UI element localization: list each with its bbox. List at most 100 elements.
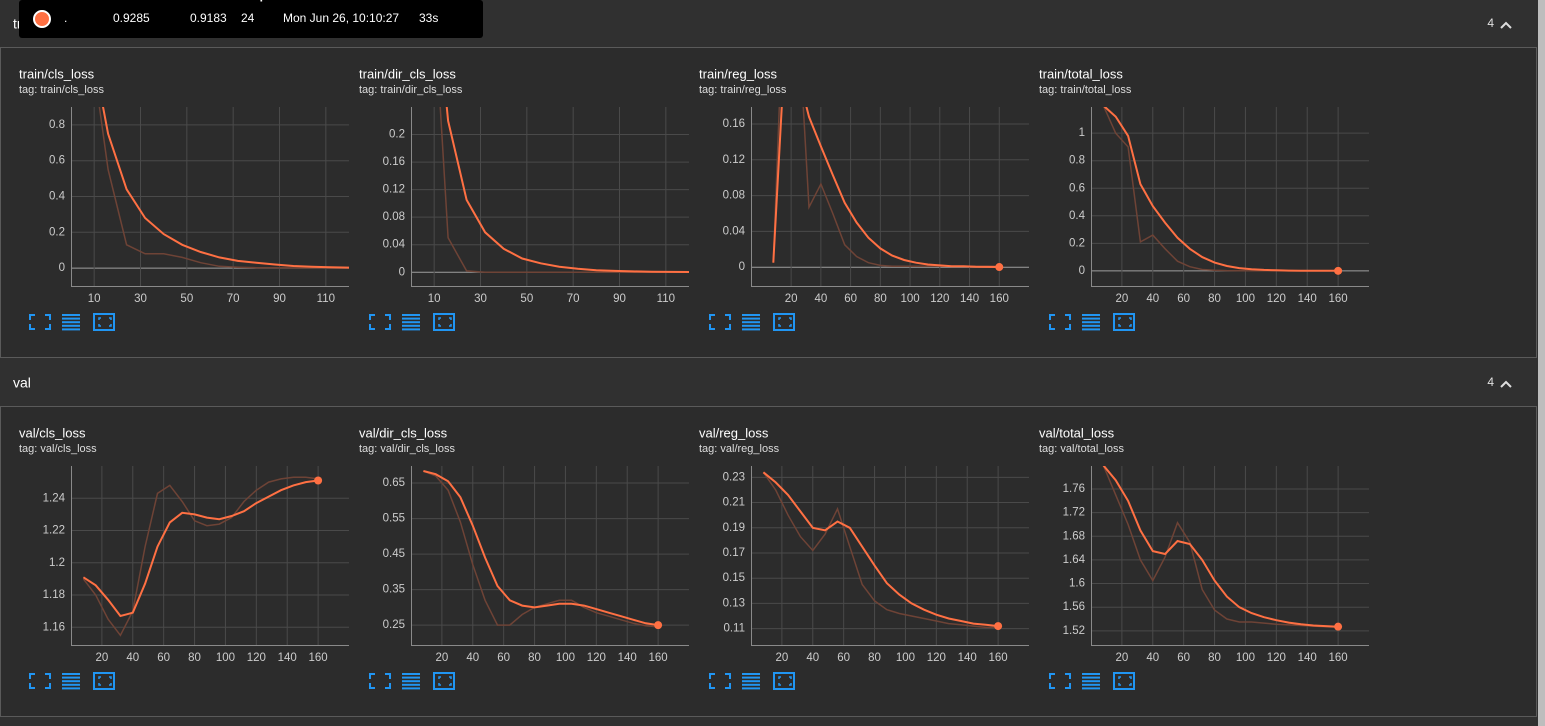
y-tick-label: 0.25 — [383, 619, 405, 631]
card-tag: tag: train/reg_loss — [699, 84, 787, 96]
log-scale-button[interactable] — [62, 673, 80, 690]
section-count: 4 — [1487, 16, 1494, 30]
section-count: 4 — [1487, 375, 1494, 389]
y-tick-label: 0.23 — [723, 471, 745, 483]
y-tick-label: 1.52 — [1063, 625, 1085, 637]
collapse-button[interactable] — [1500, 380, 1512, 388]
fullscreen-button[interactable] — [369, 314, 391, 330]
tooltip-column: Time — [283, 0, 311, 2]
x-tick-label: 40 — [1146, 293, 1159, 305]
y-tick-label: 0.15 — [723, 572, 745, 584]
x-tick-label: 100 — [216, 652, 235, 664]
x-tick-label: 50 — [520, 293, 533, 305]
log-scale-button[interactable] — [1082, 673, 1100, 690]
icon — [773, 313, 795, 331]
collapse-button[interactable] — [1500, 21, 1512, 29]
y-tick-label: 0.08 — [383, 211, 405, 223]
series-swatch — [33, 10, 51, 28]
icon — [742, 687, 760, 690]
fit-domain-button[interactable] — [773, 672, 795, 690]
y-tick-label: 1.18 — [43, 589, 65, 601]
x-tick-label: 40 — [806, 652, 819, 664]
fullscreen-button[interactable] — [1049, 673, 1071, 689]
icon — [1049, 673, 1071, 689]
icon — [438, 317, 452, 327]
y-tick-label: 0.16 — [723, 118, 745, 130]
icon — [778, 317, 792, 327]
fullscreen-button[interactable] — [1049, 314, 1071, 330]
icon — [433, 313, 455, 331]
log-scale-button[interactable] — [402, 314, 420, 331]
series-line — [102, 107, 349, 269]
x-tick-label: 60 — [497, 652, 510, 664]
x-tick-label: 40 — [814, 293, 827, 305]
series-line — [82, 476, 319, 637]
log-scale-button[interactable] — [1082, 314, 1100, 331]
series-line — [1102, 466, 1339, 628]
x-tick-label: 140 — [1298, 293, 1317, 305]
series-line — [762, 471, 999, 629]
x-tick-label: 100 — [1236, 293, 1255, 305]
icon — [1118, 317, 1132, 327]
tooltip-cell: . — [64, 11, 67, 25]
y-tick-label: 0.21 — [723, 497, 745, 509]
log-scale-button[interactable] — [402, 673, 420, 690]
fullscreen-button[interactable] — [29, 314, 51, 330]
tooltip — [19, 0, 483, 38]
fit-domain-button[interactable] — [1113, 313, 1135, 331]
icon — [98, 676, 112, 686]
y-tick-label: 0 — [59, 262, 65, 274]
last-point — [994, 622, 1003, 631]
x-tick-label: 160 — [990, 293, 1009, 305]
y-tick-label: 0.08 — [723, 190, 745, 202]
x-tick-label: 100 — [1236, 652, 1255, 664]
y-tick-label: 1.56 — [1063, 601, 1085, 613]
x-tick-label: 20 — [95, 652, 108, 664]
icon — [742, 324, 760, 327]
y-tick-label: 0.65 — [383, 477, 405, 489]
fit-domain-button[interactable] — [93, 672, 115, 690]
fit-domain-button[interactable] — [1113, 672, 1135, 690]
card-title: val/total_loss — [1039, 425, 1115, 440]
x-tick-label: 30 — [134, 293, 147, 305]
scrollbar[interactable] — [1538, 0, 1545, 726]
fullscreen-button[interactable] — [709, 673, 731, 689]
last-point — [995, 263, 1004, 272]
log-scale-button[interactable] — [742, 673, 760, 690]
icon — [62, 317, 80, 320]
x-tick-label: 20 — [1115, 293, 1128, 305]
last-point — [654, 621, 663, 630]
icon — [402, 324, 420, 327]
log-scale-button[interactable] — [62, 314, 80, 331]
x-tick-label: 120 — [587, 652, 606, 664]
fit-domain-button[interactable] — [773, 313, 795, 331]
x-tick-label: 140 — [278, 652, 297, 664]
tooltip-cell: 24 — [241, 11, 255, 25]
icon — [1082, 317, 1100, 320]
fullscreen-button[interactable] — [369, 673, 391, 689]
fit-domain-button[interactable] — [93, 313, 115, 331]
x-tick-label: 60 — [1177, 652, 1190, 664]
fullscreen-button[interactable] — [709, 314, 731, 330]
fullscreen-button[interactable] — [29, 673, 51, 689]
icon — [402, 680, 420, 683]
log-scale-button[interactable] — [742, 314, 760, 331]
x-tick-label: 10 — [88, 293, 101, 305]
x-tick-label: 140 — [958, 652, 977, 664]
fit-domain-button[interactable] — [433, 313, 455, 331]
series-line — [82, 479, 319, 618]
fit-domain-button[interactable] — [433, 672, 455, 690]
y-tick-label: 0.04 — [383, 239, 406, 251]
x-tick-label: 140 — [960, 293, 979, 305]
card-tag: tag: val/cls_loss — [19, 443, 97, 455]
card-title: train/dir_cls_loss — [359, 66, 456, 81]
icon — [709, 314, 731, 330]
icon — [98, 317, 112, 327]
card-tag: tag: train/dir_cls_loss — [359, 84, 463, 96]
icon — [742, 673, 760, 675]
y-tick-label: 1.72 — [1063, 507, 1085, 519]
x-tick-label: 160 — [649, 652, 668, 664]
x-tick-label: 40 — [1146, 652, 1159, 664]
y-tick-label: 0.8 — [1069, 155, 1085, 167]
y-tick-label: 1.76 — [1063, 483, 1085, 495]
